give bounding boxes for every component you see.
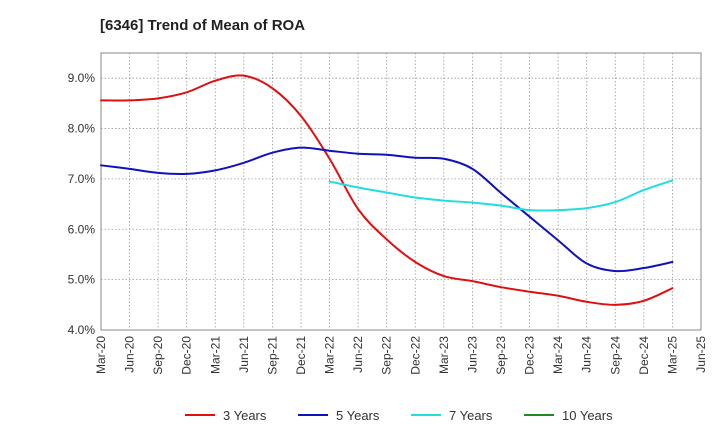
x-tick-label: Mar-25	[665, 336, 679, 374]
x-tick-label: Mar-20	[94, 336, 108, 374]
legend-label-10-years: 10 Years	[562, 408, 613, 423]
series-line-5-years	[100, 146, 674, 273]
x-tick-label: Mar-23	[437, 336, 451, 374]
y-tick-label: 4.0%	[68, 323, 96, 337]
x-tick-label: Jun-22	[351, 336, 365, 373]
x-tick-label: Dec-23	[523, 336, 537, 375]
x-tick-label: Dec-20	[180, 336, 194, 375]
x-tick-label: Jun-24	[580, 336, 594, 373]
x-tick-label: Dec-22	[408, 336, 422, 375]
chart-title: [6346] Trend of Mean of ROA	[100, 17, 305, 34]
x-tick-label: Mar-21	[208, 336, 222, 374]
x-tick-label: Jun-21	[237, 336, 251, 373]
x-tick-label: Sep-24	[608, 336, 622, 375]
y-tick-label: 7.0%	[68, 172, 96, 186]
y-tick-label: 8.0%	[68, 122, 96, 136]
x-tick-label: Mar-22	[323, 336, 337, 374]
series-line-3-years	[100, 74, 674, 306]
y-axis-ticks: 4.0% 5.0% 6.0% 7.0% 8.0% 9.0%	[68, 71, 96, 337]
grid-lines	[101, 53, 701, 330]
series-line-7-years	[328, 179, 674, 212]
x-tick-label: Sep-20	[151, 336, 165, 375]
y-tick-label: 9.0%	[68, 71, 96, 85]
x-tick-label: Sep-21	[265, 336, 279, 375]
legend-label-7-years: 7 Years	[449, 408, 493, 423]
x-tick-label: Mar-24	[551, 336, 565, 374]
plot-area	[100, 52, 702, 331]
series-lines	[100, 74, 674, 306]
legend: 3 Years 5 Years 7 Years 10 Years	[185, 408, 613, 423]
x-tick-label: Dec-21	[294, 336, 308, 375]
x-tick-label: Dec-24	[637, 336, 651, 375]
legend-label-5-years: 5 Years	[336, 408, 380, 423]
x-tick-label: Sep-23	[494, 336, 508, 375]
y-tick-label: 5.0%	[68, 273, 96, 287]
legend-label-3-years: 3 Years	[223, 408, 267, 423]
x-tick-label: Jun-25	[694, 336, 708, 373]
x-tick-label: Sep-22	[380, 336, 394, 375]
x-tick-label: Jun-20	[123, 336, 137, 373]
y-tick-label: 6.0%	[68, 222, 96, 236]
x-axis-ticks: Mar-20 Jun-20 Sep-20 Dec-20 Mar-21 Jun-21 Sep-…	[94, 336, 708, 375]
x-tick-label: Jun-23	[465, 336, 479, 373]
